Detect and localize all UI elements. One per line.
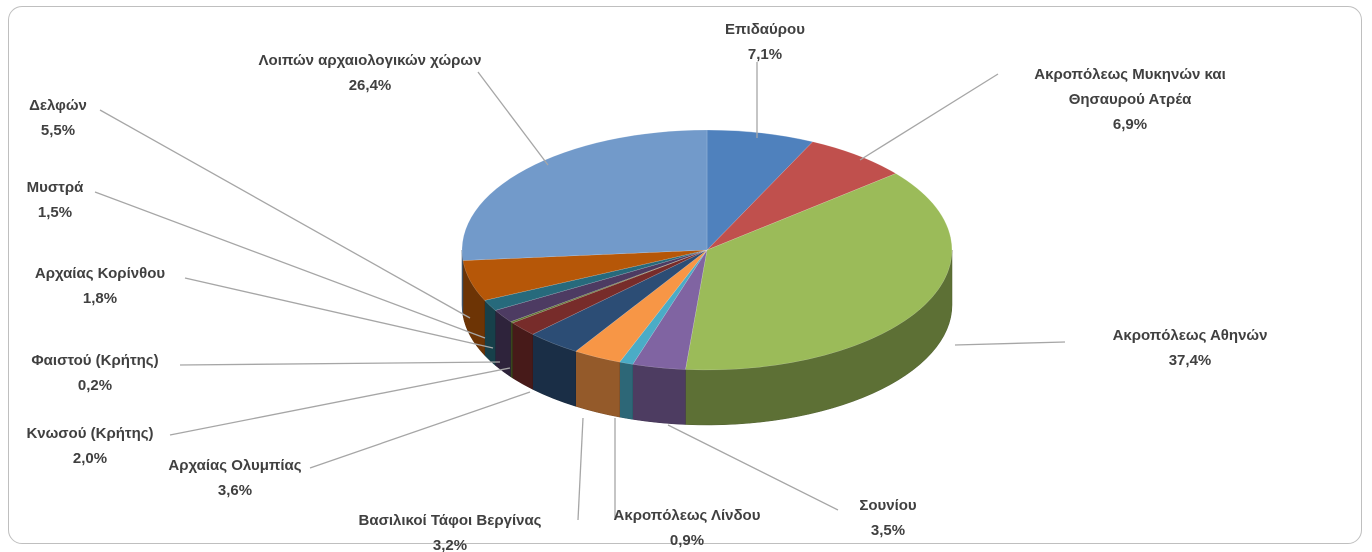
category-label: Λοιπών αρχαιολογικών χώρων [258, 52, 482, 69]
value-label: 5,5% [40, 122, 76, 139]
slice-label: Φαιστού (Κρήτης) 0,2% [0, 348, 195, 398]
pie-sides [461, 249, 953, 426]
slice-label: Ακροπόλεως Μυκηνών και Θησαυρού Ατρέα 6,9… [995, 62, 1265, 137]
leader-line [94, 191, 486, 339]
slice [632, 249, 708, 370]
slice-side [484, 299, 496, 366]
value-label: 26,4% [348, 77, 392, 94]
category-label: Ακροπόλεως Λίνδου [613, 507, 761, 524]
value-label: 6,9% [1112, 116, 1148, 133]
leader-line [179, 361, 501, 366]
slice [511, 249, 708, 335]
value-label: 3,2% [432, 537, 468, 552]
slice-label: Κνωσού (Κρήτης) 2,0% [0, 421, 190, 471]
slice-side [510, 321, 513, 379]
value-label: 2,0% [72, 450, 108, 467]
leader-line [577, 417, 584, 521]
slice-side [619, 361, 634, 420]
value-label: 1,8% [82, 290, 118, 307]
slice-label: Δελφών 5,5% [0, 93, 133, 143]
leader-line [309, 391, 531, 469]
slice-label: Αρχαίας Ολυμπίας 3,6% [110, 453, 360, 503]
slice [462, 249, 708, 301]
value-label: 3,6% [217, 482, 253, 499]
leader-line [99, 109, 471, 319]
value-label: 3,5% [870, 522, 906, 539]
slice-side [632, 364, 686, 425]
slice [619, 249, 708, 365]
category-label: Σουνίου [859, 497, 917, 514]
leader-line [169, 367, 511, 436]
slice [706, 129, 814, 251]
value-label: 7,1% [747, 46, 783, 63]
slice-label: Ακροπόλεως Λίνδου 0,9% [562, 503, 812, 552]
slice-label: Μυστρά 1,5% [0, 175, 130, 225]
slice [575, 249, 708, 363]
slice [461, 129, 708, 261]
slice-side [575, 350, 620, 418]
leader-line [954, 341, 1066, 346]
category-label: Αρχαίας Κορίνθου [34, 265, 166, 282]
category-label: Ακροπόλεως Αθηνών [1112, 327, 1268, 344]
pie-tops [461, 129, 953, 371]
category-label: Ακροπόλεως Μυκηνών και Θησαυρού Ατρέα [1034, 66, 1226, 108]
value-label: 0,2% [77, 377, 113, 394]
slice [532, 249, 708, 352]
category-label: Φαιστού (Κρήτης) [31, 352, 159, 369]
slice [706, 141, 897, 251]
category-label: Αρχαίας Ολυμπίας [168, 457, 302, 474]
value-label: 1,5% [37, 204, 73, 221]
leader-line [859, 73, 999, 161]
leader-line [184, 277, 494, 349]
slice-label: Λοιπών αρχαιολογικών χώρων 26,4% [250, 48, 490, 98]
value-label: 37,4% [1168, 352, 1212, 369]
slice-label: Ακροπόλεως Αθηνών 37,4% [1040, 323, 1340, 373]
slice [685, 173, 953, 371]
chart-border [8, 6, 1362, 544]
slice-label: Σουνίου 3,5% [788, 493, 988, 543]
slice [484, 249, 708, 311]
value-label: 0,9% [669, 532, 705, 549]
category-label: Κνωσού (Κρήτης) [26, 425, 154, 442]
category-label: Βασιλικοί Τάφοι Βεργίνας [358, 512, 542, 529]
slice-label: Βασιλικοί Τάφοι Βεργίνας 3,2% [300, 508, 600, 552]
slice-label: Αρχαίας Κορίνθου 1,8% [0, 261, 225, 311]
category-label: Επιδαύρου [725, 21, 805, 38]
leader-line [477, 71, 549, 166]
category-label: Δελφών [29, 97, 87, 114]
category-label: Μυστρά [26, 179, 84, 196]
leader-line [667, 424, 839, 511]
slice-label: Επιδαύρου 7,1% [665, 17, 865, 67]
slice [510, 249, 708, 324]
slice [494, 249, 708, 323]
